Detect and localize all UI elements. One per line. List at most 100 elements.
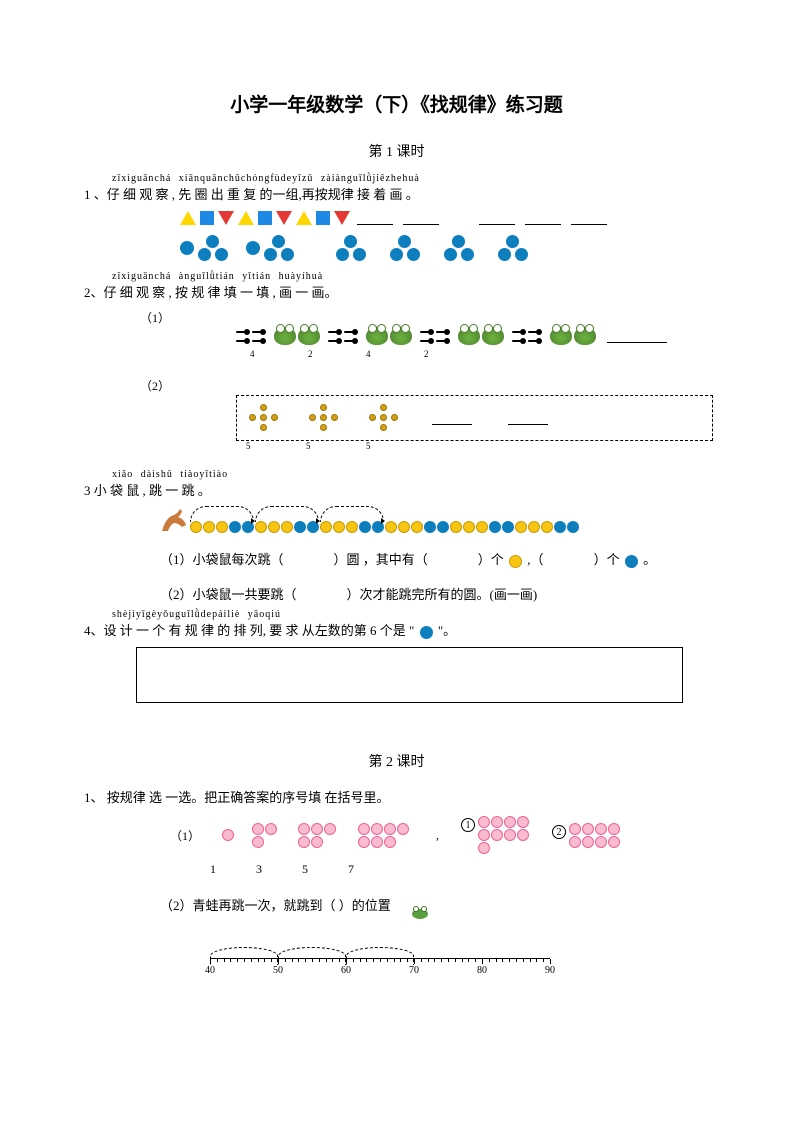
minor-tick	[387, 959, 388, 962]
shape-icon	[200, 211, 214, 225]
pink-group	[358, 823, 414, 848]
dot-icon	[294, 521, 306, 533]
q2-p1-nums: 4242	[250, 349, 713, 359]
tadpole-icon	[236, 338, 250, 344]
pink-circle-icon	[582, 823, 594, 835]
frog-icon	[550, 327, 572, 345]
dot-icon	[320, 521, 332, 533]
blank-slot[interactable]	[607, 329, 667, 343]
dot-icon	[515, 521, 527, 533]
minor-tick	[468, 959, 469, 962]
q2-p2: （2） 555	[140, 377, 713, 451]
s2q1-text: 1、 按规律 选 一选。把正确答案的序号填 在括号里。	[84, 787, 713, 806]
dot-icon	[281, 521, 293, 533]
shape-icon	[180, 211, 196, 225]
tadpole-icon	[420, 329, 434, 335]
pink-circle-icon	[371, 836, 383, 848]
tadpole-icon	[252, 329, 266, 335]
jump-arc-icon	[320, 506, 384, 522]
blank-slot[interactable]	[357, 211, 393, 225]
q3-sub2: （2）小袋鼠一共要跳（）次才能跳完所有的圆。(画一画)	[160, 584, 713, 603]
dot-icon	[437, 521, 449, 533]
shape-icon	[334, 211, 350, 225]
minor-tick	[380, 959, 381, 962]
minor-tick	[536, 959, 537, 962]
count-label: 4	[250, 349, 300, 359]
minor-tick	[421, 959, 422, 962]
dot-icon	[333, 521, 345, 533]
frog-icon	[274, 327, 296, 345]
blank-slot[interactable]	[432, 411, 472, 425]
s2q1-p1: （1） , 1 2	[170, 816, 713, 854]
dot-icon	[528, 521, 540, 533]
pink-circle-icon	[569, 823, 581, 835]
minor-tick	[434, 959, 435, 962]
pink-circle-icon	[491, 829, 503, 841]
tadpole-icon	[512, 338, 526, 344]
dot-icon	[489, 521, 501, 533]
minor-tick	[298, 959, 299, 962]
blank-slot[interactable]	[571, 211, 607, 225]
lesson2-heading: 第 2 课时	[80, 751, 713, 771]
pink-group	[222, 829, 234, 841]
q3-dots	[190, 521, 579, 533]
count-label: 1	[210, 862, 216, 877]
q4-pinyin: shèjìyīgèyǒuguīlǜdepáiliè yāoqiú	[112, 609, 713, 620]
minor-tick	[394, 959, 395, 962]
minor-tick	[462, 959, 463, 962]
jump-arc-icon	[346, 947, 414, 965]
kangaroo-icon	[160, 507, 190, 533]
q2-p1-label: （1）	[140, 309, 168, 326]
minor-tick	[319, 959, 320, 962]
jump-arc-icon	[278, 947, 346, 965]
pink-circle-icon	[298, 836, 310, 848]
circle-cluster-icon	[444, 235, 474, 261]
dot-icon	[476, 521, 488, 533]
lesson1-heading: 第 1 课时	[80, 141, 713, 161]
q2-p2-nums: 555	[246, 441, 713, 451]
blank-slot[interactable]	[403, 211, 439, 225]
count-label: 2	[424, 349, 474, 359]
tadpole-icon	[420, 338, 434, 344]
blank-slot[interactable]	[508, 411, 548, 425]
tick-label: 60	[341, 965, 351, 976]
minor-tick	[346, 959, 347, 962]
blue-circle-icon	[625, 555, 638, 568]
minor-tick	[278, 959, 279, 962]
minor-tick	[502, 959, 503, 962]
q1-row2	[180, 235, 713, 261]
count-label: 5	[246, 441, 276, 451]
shape-icon	[316, 211, 330, 225]
pink-circle-icon	[569, 836, 581, 848]
q2-p2-label: （2）	[140, 377, 168, 394]
shape-icon	[238, 211, 254, 225]
minor-tick	[305, 959, 306, 962]
minor-tick	[339, 959, 340, 962]
pink-circle-icon	[608, 836, 620, 848]
pink-circle-icon	[371, 823, 383, 835]
dot-icon	[398, 521, 410, 533]
blank-slot[interactable]	[525, 211, 561, 225]
pink-circle-icon	[491, 816, 503, 828]
minor-tick	[217, 959, 218, 962]
jump-arc-icon	[255, 506, 319, 522]
dot-icon	[346, 521, 358, 533]
count-label: 5	[306, 441, 336, 451]
minor-tick	[516, 959, 517, 962]
option-2-icon: 2	[552, 825, 566, 839]
dot-icon	[385, 521, 397, 533]
shape-icon	[218, 211, 234, 225]
minor-tick	[210, 959, 211, 962]
pink-circle-icon	[384, 836, 396, 848]
circle-cluster-icon	[498, 235, 528, 261]
pink-group	[252, 823, 280, 848]
pink-circle-icon	[608, 823, 620, 835]
q2-pinyin: zǐxìguānchá ànguīlǜtián yītián huàyíhuà	[112, 271, 713, 282]
s2q1-p1-label: （1）	[170, 827, 200, 844]
q4-answer-box[interactable]	[136, 647, 683, 703]
minor-tick	[244, 959, 245, 962]
frog-icon	[298, 327, 320, 345]
pink-circle-icon	[324, 823, 336, 835]
tadpole-icon	[344, 338, 358, 344]
blank-slot[interactable]	[479, 211, 515, 225]
